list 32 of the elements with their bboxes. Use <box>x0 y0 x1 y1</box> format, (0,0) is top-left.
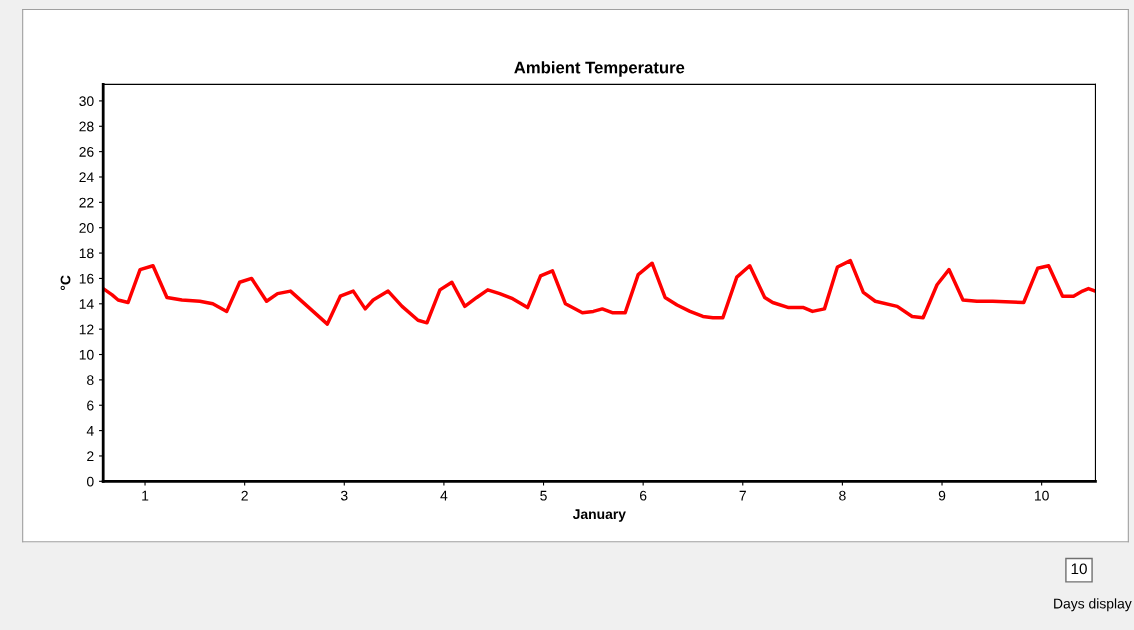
x-tick-label: 7 <box>739 490 746 501</box>
x-tick-label: 3 <box>340 490 348 501</box>
x-tick-label: 1 <box>142 490 149 501</box>
x-tick-label: 9 <box>938 490 946 501</box>
y-tick-label: 30 <box>79 96 94 107</box>
y-tick-label: 10 <box>79 349 94 360</box>
y-tick-label: 8 <box>87 375 94 386</box>
y-tick-label: 24 <box>79 172 94 183</box>
x-tick-label: 5 <box>540 490 547 501</box>
line-series <box>103 258 1096 326</box>
y-axis-title: °C <box>60 275 71 291</box>
x-tick-label: 8 <box>839 490 846 501</box>
text: Days display <box>1054 598 1132 612</box>
chart-title: Ambient Temperature <box>514 61 685 77</box>
y-tick-label: 14 <box>79 299 94 309</box>
y-tick-label: 18 <box>79 248 94 259</box>
y-tick-label: 28 <box>79 121 94 132</box>
x-tick-label: 6 <box>640 490 647 501</box>
x-axis-title: January <box>572 509 626 522</box>
y-tick-label: 22 <box>79 197 94 208</box>
text: 10 <box>1071 563 1087 575</box>
y-tick-label: 0 <box>86 476 94 487</box>
y-tick-label: 12 <box>79 324 94 335</box>
y-tick-label: 26 <box>79 146 94 157</box>
x-tick-label: 2 <box>241 490 248 501</box>
x-tick-label: 4 <box>440 490 448 501</box>
y-tick-label: 16 <box>79 273 94 284</box>
y-tick-label: 2 <box>87 451 94 461</box>
x-tick-label: 10 <box>1034 490 1049 501</box>
y-tick-label: 4 <box>86 426 94 436</box>
y-tick-label: 20 <box>79 223 94 233</box>
y-tick-label: 6 <box>87 400 94 411</box>
